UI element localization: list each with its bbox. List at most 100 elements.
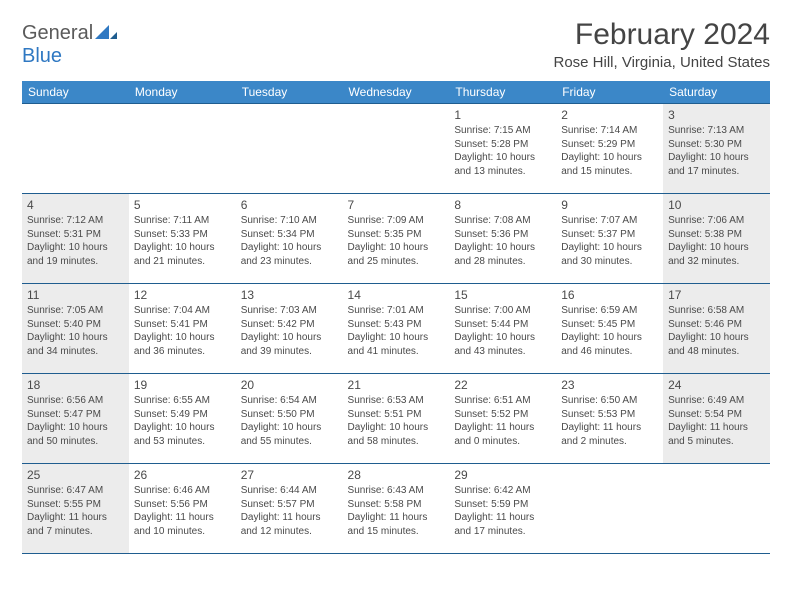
- day-cell: 29 Sunrise: 6:42 AMSunset: 5:59 PMDayligh…: [449, 464, 556, 554]
- week-row: 1 Sunrise: 7:15 AMSunset: 5:28 PMDaylight…: [22, 104, 770, 194]
- logo-word-blue: Blue: [22, 45, 62, 67]
- day-info: Sunrise: 7:11 AMSunset: 5:33 PMDaylight:…: [134, 214, 231, 268]
- day-cell: 11 Sunrise: 7:05 AMSunset: 5:40 PMDayligh…: [22, 284, 129, 374]
- day-info: Sunrise: 6:49 AMSunset: 5:54 PMDaylight:…: [668, 394, 765, 448]
- day-number: 2: [561, 108, 658, 122]
- day-number: 12: [134, 288, 231, 302]
- day-info: Sunrise: 6:55 AMSunset: 5:49 PMDaylight:…: [134, 394, 231, 448]
- day-number: 24: [668, 378, 765, 392]
- dow-mon: Monday: [129, 81, 236, 104]
- day-number: 13: [241, 288, 338, 302]
- day-cell: 4 Sunrise: 7:12 AMSunset: 5:31 PMDaylight…: [22, 194, 129, 284]
- day-cell: 14Sunrise: 7:01 AMSunset: 5:43 PMDayligh…: [343, 284, 450, 374]
- day-info: Sunrise: 6:58 AMSunset: 5:46 PMDaylight:…: [668, 304, 765, 358]
- day-number: 29: [454, 468, 551, 482]
- day-cell: 8 Sunrise: 7:08 AMSunset: 5:36 PMDaylight…: [449, 194, 556, 284]
- day-number: 8: [454, 198, 551, 212]
- day-cell: 28 Sunrise: 6:43 AMSunset: 5:58 PMDayligh…: [343, 464, 450, 554]
- logo-word-general: General: [22, 22, 93, 44]
- day-info: Sunrise: 6:53 AMSunset: 5:51 PMDaylight:…: [348, 394, 445, 448]
- day-cell: 3 Sunrise: 7:13 AMSunset: 5:30 PMDaylight…: [663, 104, 770, 194]
- day-cell: 25 Sunrise: 6:47 AMSunset: 5:55 PMDayligh…: [22, 464, 129, 554]
- day-info: Sunrise: 6:56 AMSunset: 5:47 PMDaylight:…: [27, 394, 124, 448]
- day-info: Sunrise: 7:01 AMSunset: 5:43 PMDaylight:…: [348, 304, 445, 358]
- day-info: Sunrise: 7:13 AMSunset: 5:30 PMDaylight:…: [668, 124, 765, 178]
- logo-sail-icon: [95, 25, 117, 39]
- dow-fri: Friday: [556, 81, 663, 104]
- location: Rose Hill, Virginia, United States: [554, 54, 771, 71]
- day-cell: 27 Sunrise: 6:44 AMSunset: 5:57 PMDayligh…: [236, 464, 343, 554]
- day-info: Sunrise: 7:14 AMSunset: 5:29 PMDaylight:…: [561, 124, 658, 178]
- logo: General Blue: [22, 18, 117, 68]
- day-cell: 6 Sunrise: 7:10 AMSunset: 5:34 PMDaylight…: [236, 194, 343, 284]
- day-info: Sunrise: 6:59 AMSunset: 5:45 PMDaylight:…: [561, 304, 658, 358]
- day-info: Sunrise: 7:15 AMSunset: 5:28 PMDaylight:…: [454, 124, 551, 178]
- week-row: 11 Sunrise: 7:05 AMSunset: 5:40 PMDayligh…: [22, 284, 770, 374]
- day-number: 17: [668, 288, 765, 302]
- day-cell: 18 Sunrise: 6:56 AMSunset: 5:47 PMDayligh…: [22, 374, 129, 464]
- day-number: 6: [241, 198, 338, 212]
- month-title: February 2024: [554, 18, 771, 52]
- day-number: 15: [454, 288, 551, 302]
- day-number: 11: [27, 288, 124, 302]
- header: General Blue February 2024 Rose Hill, Vi…: [22, 18, 770, 71]
- day-cell: 23 Sunrise: 6:50 AMSunset: 5:53 PMDayligh…: [556, 374, 663, 464]
- day-number: 9: [561, 198, 658, 212]
- day-cell: 7Sunrise: 7:09 AMSunset: 5:35 PMDaylight…: [343, 194, 450, 284]
- day-info: Sunrise: 7:12 AMSunset: 5:31 PMDaylight:…: [27, 214, 124, 268]
- title-block: February 2024 Rose Hill, Virginia, Unite…: [554, 18, 771, 71]
- empty-cell: [236, 104, 343, 194]
- day-cell: 17 Sunrise: 6:58 AMSunset: 5:46 PMDayligh…: [663, 284, 770, 374]
- empty-cell: [22, 104, 129, 194]
- day-info: Sunrise: 6:44 AMSunset: 5:57 PMDaylight:…: [241, 484, 338, 538]
- day-info: Sunrise: 6:47 AMSunset: 5:55 PMDaylight:…: [27, 484, 124, 538]
- empty-cell: [663, 464, 770, 554]
- day-number: 18: [27, 378, 124, 392]
- day-cell: 5Sunrise: 7:11 AMSunset: 5:33 PMDaylight…: [129, 194, 236, 284]
- day-cell: 20Sunrise: 6:54 AMSunset: 5:50 PMDayligh…: [236, 374, 343, 464]
- day-info: Sunrise: 6:51 AMSunset: 5:52 PMDaylight:…: [454, 394, 551, 448]
- day-cell: 15Sunrise: 7:00 AMSunset: 5:44 PMDayligh…: [449, 284, 556, 374]
- day-info: Sunrise: 6:54 AMSunset: 5:50 PMDaylight:…: [241, 394, 338, 448]
- day-info: Sunrise: 7:08 AMSunset: 5:36 PMDaylight:…: [454, 214, 551, 268]
- day-info: Sunrise: 7:03 AMSunset: 5:42 PMDaylight:…: [241, 304, 338, 358]
- day-number: 1: [454, 108, 551, 122]
- day-number: 26: [134, 468, 231, 482]
- day-info: Sunrise: 6:50 AMSunset: 5:53 PMDaylight:…: [561, 394, 658, 448]
- day-number: 23: [561, 378, 658, 392]
- calendar-table: Sunday Monday Tuesday Wednesday Thursday…: [22, 81, 770, 555]
- day-cell: 1 Sunrise: 7:15 AMSunset: 5:28 PMDaylight…: [449, 104, 556, 194]
- day-info: Sunrise: 7:09 AMSunset: 5:35 PMDaylight:…: [348, 214, 445, 268]
- day-cell: 16 Sunrise: 6:59 AMSunset: 5:45 PMDayligh…: [556, 284, 663, 374]
- day-info: Sunrise: 7:10 AMSunset: 5:34 PMDaylight:…: [241, 214, 338, 268]
- dow-row: Sunday Monday Tuesday Wednesday Thursday…: [22, 81, 770, 104]
- day-cell: 24 Sunrise: 6:49 AMSunset: 5:54 PMDayligh…: [663, 374, 770, 464]
- day-info: Sunrise: 7:04 AMSunset: 5:41 PMDaylight:…: [134, 304, 231, 358]
- week-row: 18 Sunrise: 6:56 AMSunset: 5:47 PMDayligh…: [22, 374, 770, 464]
- day-info: Sunrise: 6:46 AMSunset: 5:56 PMDaylight:…: [134, 484, 231, 538]
- day-info: Sunrise: 6:42 AMSunset: 5:59 PMDaylight:…: [454, 484, 551, 538]
- day-number: 10: [668, 198, 765, 212]
- day-cell: 13 Sunrise: 7:03 AMSunset: 5:42 PMDayligh…: [236, 284, 343, 374]
- day-number: 22: [454, 378, 551, 392]
- dow-wed: Wednesday: [343, 81, 450, 104]
- day-number: 27: [241, 468, 338, 482]
- day-info: Sunrise: 6:43 AMSunset: 5:58 PMDaylight:…: [348, 484, 445, 538]
- day-cell: 2 Sunrise: 7:14 AMSunset: 5:29 PMDaylight…: [556, 104, 663, 194]
- day-number: 25: [27, 468, 124, 482]
- day-cell: 9Sunrise: 7:07 AMSunset: 5:37 PMDaylight…: [556, 194, 663, 284]
- day-number: 4: [27, 198, 124, 212]
- empty-cell: [343, 104, 450, 194]
- day-info: Sunrise: 7:06 AMSunset: 5:38 PMDaylight:…: [668, 214, 765, 268]
- day-number: 28: [348, 468, 445, 482]
- day-info: Sunrise: 7:05 AMSunset: 5:40 PMDaylight:…: [27, 304, 124, 358]
- empty-cell: [556, 464, 663, 554]
- empty-cell: [129, 104, 236, 194]
- day-cell: 10 Sunrise: 7:06 AMSunset: 5:38 PMDayligh…: [663, 194, 770, 284]
- day-cell: 22 Sunrise: 6:51 AMSunset: 5:52 PMDayligh…: [449, 374, 556, 464]
- dow-thu: Thursday: [449, 81, 556, 104]
- dow-sat: Saturday: [663, 81, 770, 104]
- day-number: 16: [561, 288, 658, 302]
- logo-text: General Blue: [22, 22, 117, 68]
- day-number: 3: [668, 108, 765, 122]
